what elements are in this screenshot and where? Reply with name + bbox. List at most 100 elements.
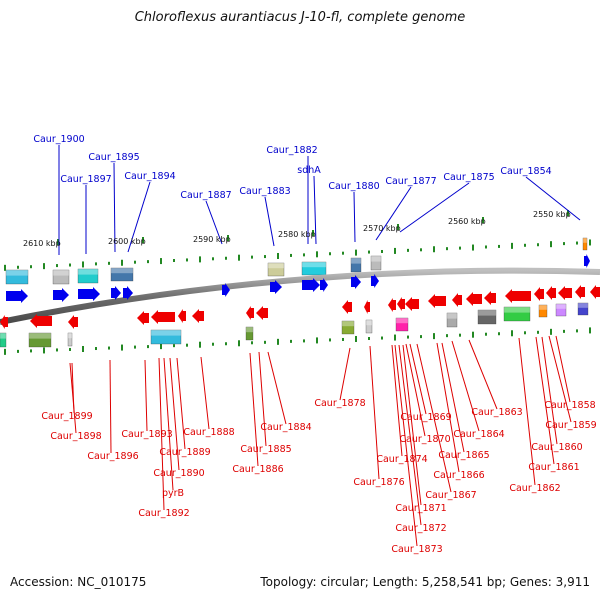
feature-box (267, 262, 285, 277)
feature-box (370, 255, 382, 271)
forward-gene-label-leader (113, 162, 116, 253)
outer-ring-tick (550, 241, 552, 248)
scale-label: 2570 kbp (363, 224, 401, 233)
feature-highlight (366, 320, 372, 326)
feature-highlight (68, 333, 72, 339)
outer-ring-tick (134, 260, 136, 264)
reverse-gene-label: Caur_1878 (314, 398, 365, 409)
outer-ring-tick (537, 243, 539, 247)
outer-ring-tick (472, 244, 474, 251)
reverse-gene-label-leader (548, 335, 572, 423)
scale-label: 2550 kbp (533, 210, 571, 219)
inner-ring-tick (485, 332, 487, 336)
outer-ring-tick (238, 254, 240, 261)
reverse-gene-label: Caur_1866 (433, 470, 484, 481)
inner-ring-tick (160, 343, 162, 350)
forward-gene-arrow (270, 280, 282, 294)
feature-box (555, 303, 567, 317)
forward-gene-label: Caur_1875 (443, 172, 494, 183)
forward-gene-arrow (584, 254, 590, 268)
inner-ring-tick (524, 331, 526, 335)
forward-gene-arrow (6, 289, 28, 303)
feature-box (110, 267, 134, 282)
inner-ring-tick (17, 349, 19, 353)
reverse-gene-label: Caur_1872 (395, 523, 446, 534)
reverse-gene-label-leader (468, 339, 498, 410)
reverse-gene-label: Caur_1886 (232, 464, 283, 475)
inner-ring-tick (147, 345, 149, 349)
inner-ring-tick (43, 347, 45, 354)
inner-ring-tick (199, 341, 201, 348)
outer-ring-tick (420, 248, 422, 252)
outer-ring-tick (368, 250, 370, 254)
outer-ring-tick (589, 239, 591, 246)
feature-box (301, 261, 327, 276)
feature-highlight (478, 310, 496, 316)
summary-text: Topology: circular; Length: 5,258,541 bp… (260, 575, 590, 589)
reverse-gene-label: Caur_1869 (400, 412, 451, 423)
scale-label: 2560 kbp (448, 217, 486, 226)
feature-highlight (6, 270, 28, 276)
forward-gene-arrow (320, 278, 328, 292)
reverse-gene-arrow (534, 287, 544, 301)
outer-ring-tick (576, 241, 578, 245)
feature-box (503, 306, 531, 322)
feature-highlight (246, 327, 253, 333)
inner-ring-tick (433, 333, 435, 340)
forward-gene-label-leader (375, 186, 412, 241)
reverse-gene-label-leader (158, 357, 165, 511)
outer-ring-tick (459, 246, 461, 250)
reverse-gene-label: Caur_1858 (544, 400, 595, 411)
feature-box (0, 332, 7, 348)
outer-ring-tick (498, 244, 500, 248)
reverse-gene-label-leader (176, 357, 186, 450)
forward-gene-label: Caur_1880 (328, 181, 379, 192)
reverse-gene-label: Caur_1864 (453, 429, 504, 440)
reverse-gene-label-leader (518, 337, 536, 486)
outer-ring-tick (4, 264, 6, 271)
reverse-gene-label: Caur_1888 (183, 427, 234, 438)
inner-ring-tick (186, 343, 188, 347)
reverse-gene-arrow (151, 310, 175, 324)
outer-ring-tick (524, 243, 526, 247)
feature-box (52, 269, 70, 285)
inner-ring-tick (30, 349, 32, 353)
inner-ring-tick (589, 327, 591, 334)
inner-ring-tick (537, 330, 539, 334)
feature-highlight (151, 330, 181, 336)
outer-ring-tick (251, 255, 253, 259)
reverse-gene-arrow (0, 315, 8, 329)
reverse-gene-label: Caur_1896 (87, 451, 138, 462)
forward-gene-arrow (351, 275, 361, 289)
reverse-gene-arrow (452, 293, 462, 307)
inner-ring-tick (173, 344, 175, 348)
inner-ring-tick (446, 334, 448, 338)
outer-ring-tick (173, 259, 175, 263)
reverse-gene-label-leader (416, 343, 452, 493)
outer-ring-tick (511, 242, 513, 249)
forward-gene-label: Caur_1894 (124, 171, 175, 182)
reverse-gene-label-leader (163, 357, 174, 491)
feature-box (446, 312, 458, 328)
forward-gene-arrow (111, 286, 121, 300)
reverse-gene-label: Caur_1863 (471, 407, 522, 418)
reverse-gene-label: Caur_1890 (153, 468, 204, 479)
reverse-gene-label-leader (144, 359, 148, 432)
feature-highlight (268, 263, 284, 269)
reverse-gene-arrow (505, 289, 531, 303)
reverse-gene-arrow (256, 306, 268, 320)
reverse-gene-label: Caur_1885 (240, 444, 291, 455)
inner-ring-tick (420, 335, 422, 339)
reverse-gene-label-leader (409, 343, 427, 415)
inner-ring-tick (511, 330, 513, 337)
outer-ring-tick (355, 249, 357, 256)
reverse-gene-label-leader (369, 345, 380, 480)
feature-box (477, 309, 497, 325)
inner-ring-tick (355, 335, 357, 342)
inner-ring-tick (563, 329, 565, 333)
reverse-gene-label-leader (258, 351, 267, 447)
outer-ring-tick (290, 253, 292, 257)
forward-gene-arrow (123, 286, 133, 300)
outer-ring-tick (43, 263, 45, 270)
forward-gene-label-leader (399, 182, 470, 233)
